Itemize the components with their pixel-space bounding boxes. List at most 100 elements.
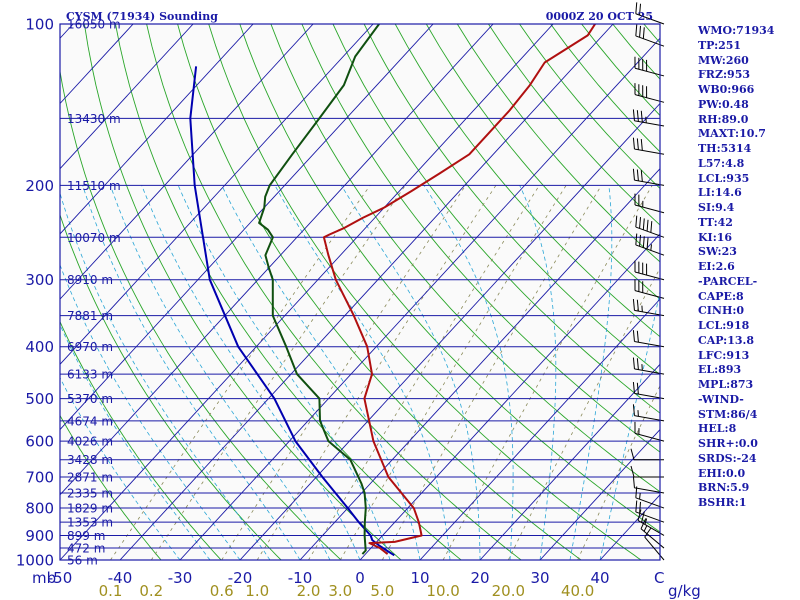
mixing-ratio-label: 40.0	[561, 582, 594, 600]
index-row: WB0:966	[698, 83, 755, 96]
mixing-ratio-line	[256, 185, 497, 560]
mixing-ratio-line	[381, 185, 602, 560]
wind-barb-flag	[636, 138, 639, 150]
isotherm-line	[60, 24, 194, 170]
index-row: CINH:0	[698, 304, 745, 318]
temperature-tick-label: -30	[168, 569, 193, 587]
height-label: 8910 m	[67, 273, 113, 287]
moist-adiabat	[177, 185, 391, 560]
wind-barb	[635, 215, 665, 238]
wind-barb	[634, 260, 665, 281]
index-row: LI:14.6	[698, 186, 742, 200]
wind-barb	[634, 56, 665, 77]
mixing-ratio-label: 2.0	[297, 582, 321, 600]
height-label: 2871 m	[67, 470, 113, 484]
index-row: SW:23	[698, 245, 737, 259]
pressure-tick-label: 900	[25, 527, 54, 545]
wind-barb-flag	[640, 110, 643, 123]
isotherm-line	[60, 24, 254, 235]
sounding-profiles	[189, 24, 596, 557]
y-axis-unit: mb	[32, 569, 56, 587]
height-label: 4674 m	[67, 414, 113, 428]
wind-barb	[635, 2, 665, 25]
index-row: SRDS:-24	[698, 451, 757, 465]
wind-barb	[630, 465, 664, 478]
index-row: LFC:913	[698, 348, 750, 362]
pressure-tick-label: 500	[25, 390, 54, 408]
wind-barb-staff	[635, 497, 665, 509]
temperature-tick-label: 40	[590, 569, 609, 587]
temperature-tick-label: -50	[48, 569, 73, 587]
parcel-trace	[189, 66, 395, 557]
height-label: 1829 m	[67, 502, 113, 516]
stability-indices-panel: WMO:71934 TP:251 MW:260 FRZ:953 WB0:966 PW:0.…	[698, 24, 798, 511]
wind-barb-flag	[639, 25, 642, 38]
wind-barb	[630, 448, 664, 461]
wind-barb	[632, 168, 665, 186]
wind-barb-staff	[635, 35, 665, 47]
wind-barb-flag	[632, 404, 635, 416]
index-row: BRN:5.9	[698, 481, 750, 495]
index-row: MW:260	[698, 53, 749, 67]
wind-barb-flag	[635, 24, 638, 36]
index-row: L57:4.8	[698, 156, 745, 170]
mixing-ratio-label: 1.0	[245, 582, 269, 600]
wind-barb-staff	[635, 511, 665, 523]
wind-barb-flag	[639, 216, 642, 229]
wind-barbs	[630, 2, 665, 561]
plot-background	[60, 24, 660, 560]
temperature-tick-label: 0	[355, 569, 365, 587]
isotherm-line	[179, 37, 660, 560]
wind-barb-flag	[640, 170, 643, 182]
wind-barb-flag	[632, 330, 635, 342]
wind-barb-staff	[635, 13, 665, 25]
index-row: -PARCEL-	[698, 274, 758, 288]
wind-barb-staff	[634, 290, 665, 299]
height-label: 4026 m	[67, 435, 113, 449]
wind-barb-staff	[634, 368, 665, 375]
height-label: 2335 m	[67, 487, 113, 501]
wind-barb-flag	[639, 501, 642, 514]
index-row: CAPE:8	[698, 289, 744, 303]
dewpoint-trace	[258, 24, 380, 555]
wind-barb-staff	[634, 309, 665, 317]
pressure-tick-label: 1000	[16, 552, 54, 570]
isotherm-line	[359, 233, 660, 560]
wind-barb-flag	[635, 215, 638, 228]
axis-labels: 16050 m 13430 m 11510 m 10070 m 8910 m 7881 m…	[16, 16, 610, 600]
wind-barb	[632, 357, 665, 375]
mixing-ratio-unit: g/kg	[668, 582, 701, 600]
x-axis-unit: C	[654, 569, 664, 587]
wind-barb	[632, 476, 665, 494]
chart-title: CYSM (71934) Sounding	[66, 10, 218, 23]
isotherm-line	[60, 24, 314, 300]
height-label: 3428 m	[67, 453, 113, 467]
plot-frame	[59, 23, 661, 561]
isotherm-line	[60, 24, 434, 431]
wind-barb-half-flag	[650, 244, 652, 251]
wind-barb-staff	[634, 67, 665, 77]
index-row: EI:2.6	[698, 260, 735, 273]
wind-barb-flag	[632, 168, 635, 181]
wind-barb-flag	[639, 3, 642, 16]
height-label: 10070 m	[67, 231, 121, 245]
wind-barb-staff	[634, 204, 665, 214]
temperature-tick-label: -20	[228, 569, 253, 587]
wind-barb-staff	[634, 415, 665, 422]
moist-adiabat	[141, 185, 361, 560]
wind-barb-flag	[650, 221, 653, 233]
mixing-ratio-label: 0.2	[139, 582, 163, 600]
wind-barb-flag	[642, 236, 645, 248]
index-row: MPL:873	[698, 378, 754, 391]
mixing-ratio-label: 0.1	[99, 582, 123, 600]
wind-barb-flag	[644, 527, 652, 538]
height-label: 13430 m	[67, 112, 121, 126]
wind-barb-staff	[634, 179, 665, 186]
wind-barb-flag	[642, 27, 645, 39]
wind-barb	[632, 382, 665, 400]
index-row: RH:89.0	[698, 112, 749, 126]
index-row: SI:9.4	[698, 201, 735, 214]
wind-barb-flag	[640, 518, 647, 529]
height-label: 6133 m	[67, 368, 113, 382]
index-row: -WIND-	[698, 392, 744, 406]
